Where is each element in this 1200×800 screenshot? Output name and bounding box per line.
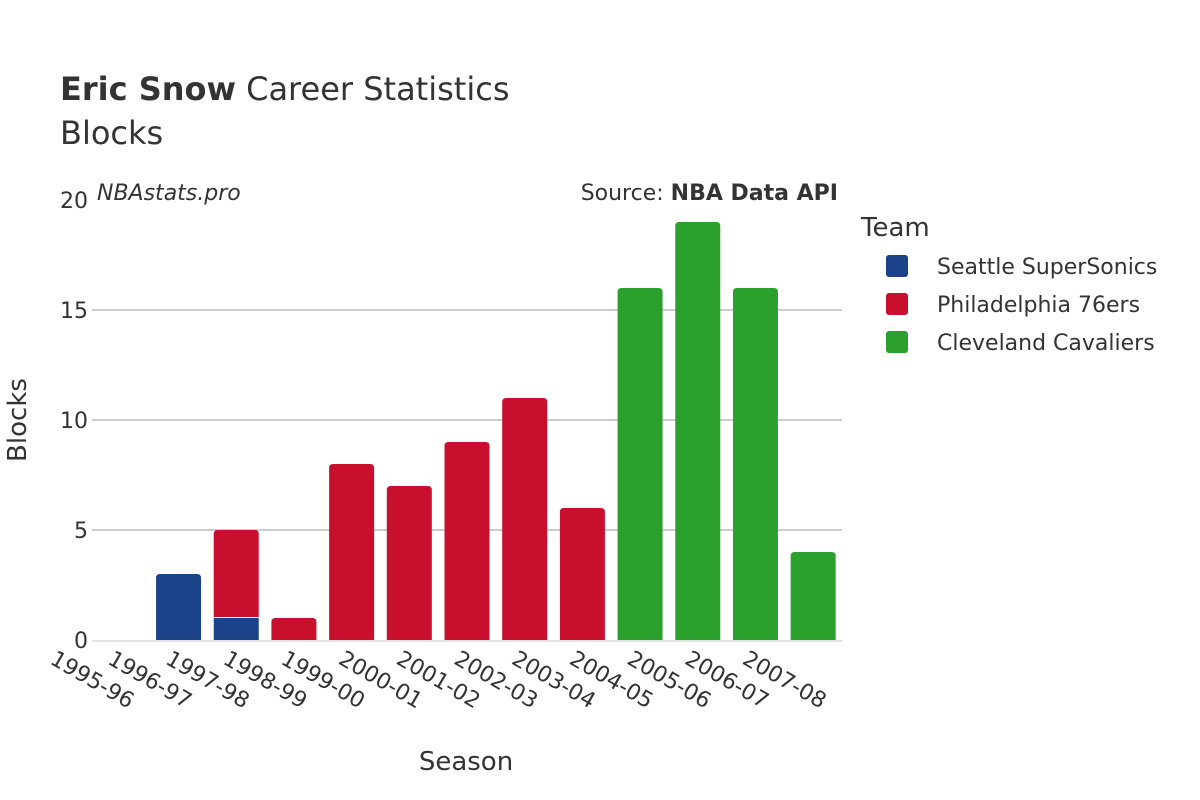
bar — [271, 618, 317, 640]
bar — [732, 288, 778, 640]
bar — [502, 398, 548, 640]
bar — [559, 508, 605, 640]
bars — [156, 222, 836, 640]
chart-title: Eric Snow Career Statistics — [60, 70, 509, 108]
x-axis-ticks: 1995-961996-971997-981998-991999-002000-… — [46, 647, 830, 715]
bar — [790, 552, 836, 640]
legend-label: Seattle SuperSonics — [937, 255, 1157, 280]
title-rest: Career Statistics — [246, 70, 509, 108]
y-tick-label: 10 — [60, 409, 88, 434]
bar — [213, 618, 259, 640]
legend-swatch — [886, 331, 908, 353]
bar — [329, 464, 375, 640]
y-tick-label: 15 — [60, 299, 88, 324]
legend-swatch — [886, 255, 908, 277]
y-tick-label: 5 — [74, 519, 88, 544]
legend-title: Team — [860, 213, 930, 243]
legend-label: Cleveland Cavaliers — [937, 331, 1155, 356]
x-axis-title: Season — [419, 747, 513, 777]
bar — [617, 288, 663, 640]
bar — [213, 530, 259, 617]
y-axis-ticks: 0 5 10 15 20 — [60, 189, 88, 654]
bar — [675, 222, 721, 640]
legend: Team Seattle SuperSonics Philadelphia 76e… — [860, 213, 1157, 356]
y-axis-title: Blocks — [3, 378, 33, 462]
y-tick-label: 20 — [60, 189, 88, 214]
bar — [444, 442, 490, 640]
source-credit: Source: NBA Data API — [581, 181, 838, 206]
legend-label: Philadelphia 76ers — [937, 293, 1140, 318]
bar — [156, 574, 202, 640]
legend-swatch — [886, 293, 908, 315]
chart-subtitle: Blocks — [60, 114, 163, 152]
y-tick-label: 0 — [74, 629, 88, 654]
bar — [386, 486, 432, 640]
watermark: NBAstats.pro — [97, 181, 241, 206]
player-name: Eric Snow — [60, 70, 236, 108]
source-value: NBA Data API — [671, 181, 838, 206]
source-label: Source: — [581, 181, 671, 206]
